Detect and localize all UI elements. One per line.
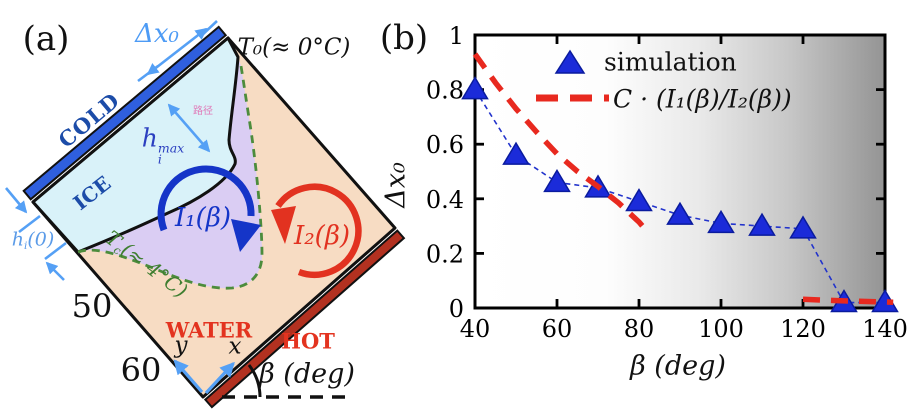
y-axis-arrow [173,359,204,394]
beta-angle-label: β (deg) [259,358,355,390]
beta-angle-arc [247,364,262,398]
hi-max-measure-arrow [167,103,211,153]
simulation-data-marker [502,141,530,165]
panel-a-tag: (a) [22,19,70,59]
panel-b-tag: (b) [379,18,429,58]
y-tick-label: 0.2 [426,240,464,268]
hi0-arrow-upper [5,187,28,214]
i1-loop-label: I₁(β) [174,203,232,233]
hi0-tick-lower [44,241,67,261]
hi0-arrow-lower [45,261,65,281]
simulation-data-marker [666,201,694,225]
fit-curve-segment [802,296,894,306]
dx0-tick-upper [200,20,218,37]
hi-max-label: h max i [142,125,184,165]
simulation-data-marker [789,215,817,239]
hot-wall-label: HOT [281,328,335,354]
number-50-label: 50 [71,287,113,325]
y-axis-label: y [174,332,188,359]
legend-simulation-marker-icon [554,49,586,74]
legend-fit-label: C · (I₁(β)/I₂(β)) [613,84,792,114]
simulation-data-marker [461,76,489,100]
x-tick-label: 120 [780,315,826,343]
simulation-data-marker [707,209,735,234]
hi0-base: h [11,228,24,251]
hi0-rest: (0) [27,228,55,251]
chart-ylabel: Δx₀ [380,162,412,208]
x-tick-label: 140 [862,315,908,343]
fit-curve-segment [472,52,650,234]
cavity-schematic [5,20,406,409]
x-axis-label: x [228,333,242,360]
hi0-tick-upper [18,214,41,234]
hi0-sub: i [23,239,28,252]
path-watermark-note: 路径 [193,106,213,117]
plot-area [473,33,887,310]
hi0-label: hi(0) [11,228,55,252]
i2-circulation-arc [275,183,362,279]
number-60-label: 60 [120,351,162,389]
hi-max-sup: max [157,140,185,156]
i1-circulation-arc [157,165,255,232]
i1-arrowhead-icon [231,219,261,252]
hi-max-sub: i [157,151,162,167]
simulation-data-marker [543,168,571,193]
x-tick-label: 60 [542,315,573,343]
simulation-data-marker [625,188,653,212]
water-region-label: WATER [165,317,253,343]
y-tick-label: 1 [449,22,464,50]
dx0-tick-lower [137,64,159,83]
y-tick-label: 0.4 [426,186,464,214]
x-tick-label: 40 [460,315,491,343]
plume-region [78,57,262,289]
x-axis-arrow [204,361,235,395]
chart-xlabel: β (deg) [630,350,726,382]
tc-isotherm-dashed-curve [77,65,264,290]
chart-panel: 40 60 80 100 120 140 0 0.2 0.4 0.6 0.8 1 [426,22,908,343]
i2-loop-label: I₂(β) [293,221,351,251]
hi-max-base: h [141,123,158,153]
y-tick-label: 0.6 [426,131,464,159]
dx0-label: Δx₀ [135,19,179,49]
y-tick-label: 0.8 [426,77,464,105]
legend-simulation-label: simulation [604,47,737,77]
hot-wall-strip [203,229,406,409]
simulation-data-marker [748,212,776,236]
x-tick-label: 80 [624,315,655,343]
chart-layer: 40 60 80 100 120 140 0 0.2 0.4 0.6 0.8 1 [426,22,908,343]
x-tick-label: 100 [698,315,744,343]
i2-arrowhead-icon [271,206,296,244]
t0-wall-temperature-label: T₀(≈ 0°C) [237,34,351,61]
y-tick-label: 0 [449,295,464,323]
